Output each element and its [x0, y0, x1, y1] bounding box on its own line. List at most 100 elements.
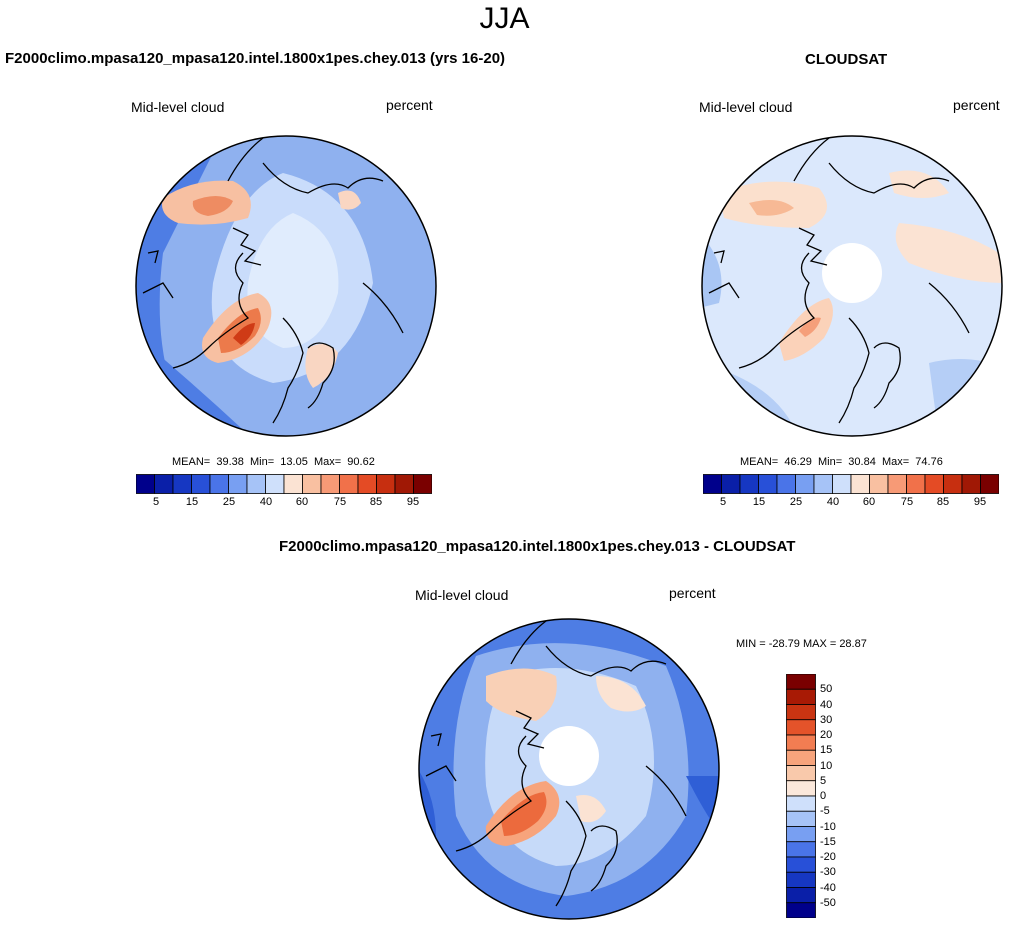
panel-obs-units-label: percent [953, 97, 1000, 113]
colorbar-tick-label: 95 [973, 496, 987, 508]
panel-diff-stats: MIN = -28.79 MAX = 28.87 [736, 638, 867, 650]
colorbar-swatch [302, 474, 322, 494]
colorbar-swatch [786, 719, 816, 736]
colorbar-tick-label: 15 [752, 496, 766, 508]
colorbar-swatch [413, 474, 432, 494]
colorbar-swatch [265, 474, 285, 494]
colorbar-swatch [786, 902, 816, 918]
panel-model-colorbar-ticks: 5 15 25 40 60 75 85 95 [136, 496, 432, 510]
colorbar-tick-label: 40 [259, 496, 273, 508]
colorbar-tick-label: 40 [820, 698, 833, 711]
colorbar-tick-label: 5 [820, 774, 827, 787]
colorbar-swatch [283, 474, 303, 494]
colorbar-swatch [786, 780, 816, 797]
colorbar-tick-label: 60 [295, 496, 309, 508]
colorbar-tick-label: 10 [820, 759, 833, 772]
colorbar-swatch [786, 856, 816, 873]
colorbar-swatch [850, 474, 870, 494]
colorbar-tick-label: 0 [820, 790, 827, 802]
colorbar-tick-label: 50 [820, 683, 833, 696]
colorbar-swatch [339, 474, 359, 494]
colorbar-tick-label: 40 [826, 496, 840, 508]
colorbar-tick-label: 30 [820, 713, 833, 726]
panel-model-polar-map [135, 135, 437, 437]
colorbar-swatch [172, 474, 192, 494]
colorbar-swatch [786, 674, 816, 690]
colorbar-tick-label: 85 [936, 496, 950, 508]
panel-obs-title: CLOUDSAT [805, 51, 888, 68]
panel-diff-title: F2000climo.mpasa120_mpasa120.intel.1800x… [279, 538, 796, 555]
colorbar-swatch [786, 749, 816, 766]
panel-model-stats: MEAN= 39.38 Min= 13.05 Max= 90.62 [172, 456, 375, 468]
colorbar-swatch [228, 474, 248, 494]
colorbar-tick-label: 25 [789, 496, 803, 508]
colorbar-swatch [786, 765, 816, 782]
colorbar-swatch [943, 474, 963, 494]
colorbar-swatch [786, 841, 816, 858]
colorbar-swatch [961, 474, 981, 494]
colorbar-swatch [795, 474, 815, 494]
colorbar-swatch [786, 887, 816, 904]
colorbar-tick-label: 85 [369, 496, 383, 508]
colorbar-tick-label: 15 [185, 496, 199, 508]
colorbar-swatch [703, 474, 722, 494]
colorbar-tick-label: 75 [900, 496, 914, 508]
colorbar-swatch [887, 474, 907, 494]
colorbar-tick-label: 75 [333, 496, 347, 508]
panel-model-units-label: percent [386, 97, 433, 113]
colorbar-tick-label: -30 [820, 866, 836, 879]
colorbar-swatch [357, 474, 377, 494]
colorbar-swatch [786, 688, 816, 705]
colorbar-tick-label: 5 [152, 496, 160, 508]
colorbar-swatch [154, 474, 174, 494]
colorbar-swatch [191, 474, 211, 494]
panel-obs-stats: MEAN= 46.29 Min= 30.84 Max= 74.76 [740, 456, 943, 468]
colorbar-tick-label: 60 [862, 496, 876, 508]
colorbar-swatch [758, 474, 778, 494]
colorbar-tick-label: 95 [406, 496, 420, 508]
colorbar-tick-label: -15 [820, 835, 836, 848]
colorbar-swatch [786, 795, 816, 812]
colorbar-swatch [786, 734, 816, 751]
colorbar-tick-label: -20 [820, 851, 836, 863]
colorbar-swatch [776, 474, 796, 494]
colorbar-swatch [394, 474, 414, 494]
colorbar-swatch [739, 474, 759, 494]
colorbar-swatch [786, 704, 816, 721]
colorbar-swatch [786, 826, 816, 843]
colorbar-swatch [832, 474, 852, 494]
panel-model-variable-label: Mid-level cloud [131, 99, 225, 115]
colorbar-tick-label: -10 [820, 820, 836, 833]
colorbar-swatch [924, 474, 944, 494]
colorbar-tick-label: -40 [820, 881, 836, 894]
colorbar-tick-label: 15 [820, 744, 833, 757]
panel-obs-colorbar [703, 474, 999, 494]
colorbar-swatch [980, 474, 999, 494]
colorbar-tick-label: 5 [719, 496, 727, 508]
colorbar-swatch [136, 474, 155, 494]
colorbar-swatch [209, 474, 229, 494]
panel-diff-colorbar-ticks: 50 40 30 20 15 10 5 0 -5 -10 -15 -20 -30… [820, 674, 860, 918]
colorbar-swatch [906, 474, 926, 494]
panel-obs-variable-label: Mid-level cloud [699, 99, 793, 115]
panel-obs-polar-map [701, 135, 1003, 437]
panel-diff-polar-map [418, 618, 720, 920]
panel-obs-colorbar-ticks: 5 15 25 40 60 75 85 95 [703, 496, 999, 510]
panel-diff-variable-label: Mid-level cloud [415, 587, 509, 603]
colorbar-swatch [376, 474, 396, 494]
colorbar-swatch [320, 474, 340, 494]
colorbar-swatch [246, 474, 266, 494]
colorbar-swatch [786, 871, 816, 888]
colorbar-swatch [813, 474, 833, 494]
colorbar-tick-label: -5 [820, 805, 830, 818]
panel-diff-units-label: percent [669, 585, 716, 601]
panel-model-colorbar [136, 474, 432, 494]
colorbar-swatch [869, 474, 889, 494]
panel-diff-colorbar [786, 674, 816, 918]
panel-model-title: F2000climo.mpasa120_mpasa120.intel.1800x… [5, 50, 506, 67]
colorbar-tick-label: -50 [820, 896, 836, 909]
colorbar-swatch [721, 474, 741, 494]
figure-title: JJA [479, 2, 530, 35]
colorbar-swatch [786, 810, 816, 827]
colorbar-tick-label: 25 [222, 496, 236, 508]
